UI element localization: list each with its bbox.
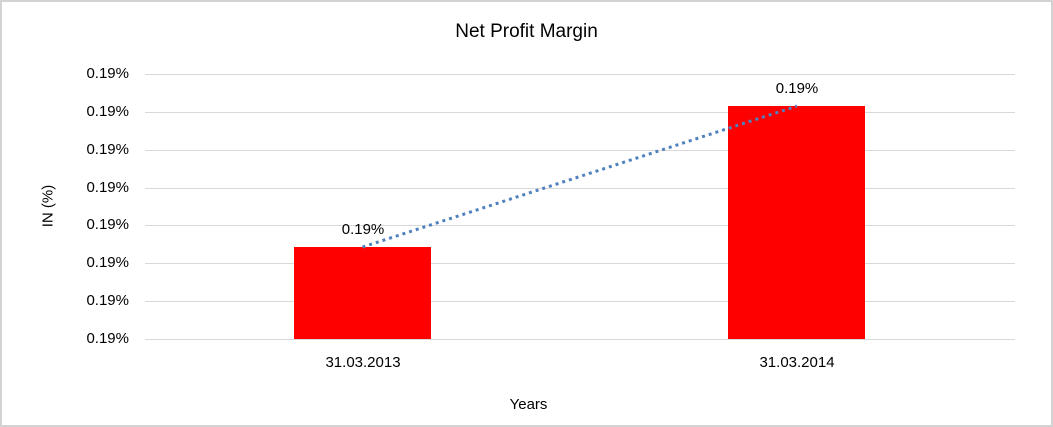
x-tick-label: 31.03.2013 (325, 354, 401, 371)
gridline (145, 263, 1015, 264)
bar-data-label: 0.19% (341, 221, 385, 238)
gridline (145, 225, 1015, 226)
chart-title: Net Profit Margin (455, 21, 598, 42)
y-tick-label: 0.19% (86, 103, 129, 120)
y-tick-label: 0.19% (86, 179, 129, 196)
y-tick-label: 0.19% (86, 216, 129, 233)
y-tick-label: 0.19% (86, 330, 129, 347)
x-axis-labels: 31.03.2013 31.03.2014 (145, 354, 1015, 374)
x-axis-title: Years (509, 396, 548, 413)
gridline (145, 150, 1015, 151)
gridline (145, 301, 1015, 302)
gridline (145, 188, 1015, 189)
x-tick-label: 31.03.2014 (759, 354, 835, 371)
gridline (145, 112, 1015, 113)
trendline (362, 104, 798, 249)
y-tick-label: 0.19% (86, 65, 129, 82)
y-tick-label: 0.19% (86, 292, 129, 309)
y-tick-label: 0.19% (86, 254, 129, 271)
y-tick-label: 0.19% (86, 141, 129, 158)
bar-data-label: 0.19% (775, 80, 819, 97)
gridline (145, 74, 1015, 75)
y-axis-ticks: 0.19% 0.19% 0.19% 0.19% 0.19% 0.19% 0.19% 0.19% (2, 65, 129, 347)
bar (294, 247, 431, 339)
plot-area: 0.19% 0.19% (145, 74, 1015, 340)
bar (728, 106, 865, 339)
gridline (145, 339, 1015, 340)
